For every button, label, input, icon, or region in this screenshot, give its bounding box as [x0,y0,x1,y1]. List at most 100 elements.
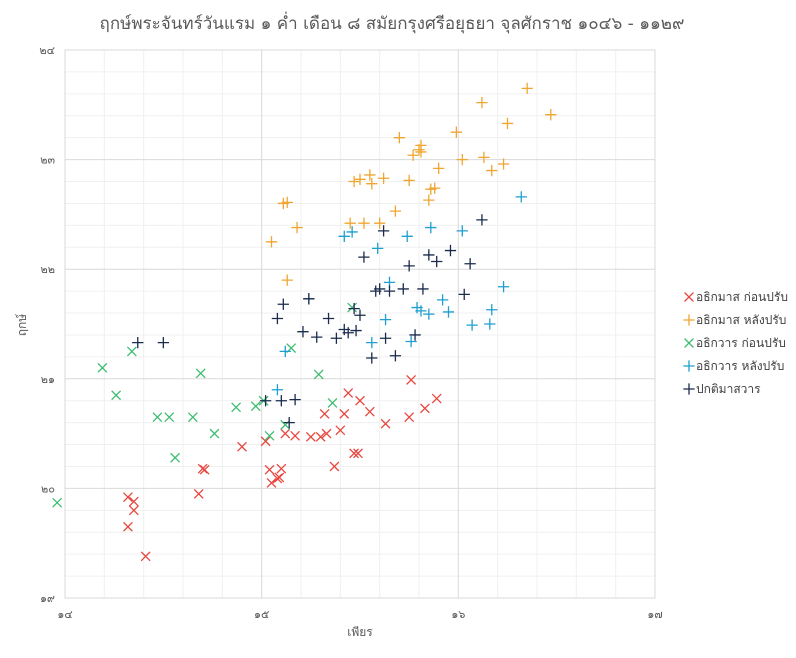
data-point [265,236,278,248]
data-point [403,174,415,187]
data-point [348,303,360,315]
data-point [377,225,390,237]
data-point [140,551,151,562]
data-point [358,251,370,263]
data-point [97,362,108,373]
data-point [497,281,510,293]
x-tick-label: ๑๗ [647,608,662,621]
data-point [271,312,284,325]
data-point [501,117,514,130]
data-point [330,332,343,344]
data-point [123,521,133,532]
data-point [305,431,316,442]
legend-marker [684,338,694,348]
legend-label: อธิกวาร ก่อนปรับ [696,336,786,350]
data-point [193,488,204,499]
data-point [401,230,413,242]
y-axis-label: ฤกษ์ [15,313,29,336]
data-point [423,249,435,261]
data-point [303,293,315,305]
data-point [279,345,291,358]
data-point [458,288,470,301]
data-point [52,497,63,508]
data-point [364,406,375,417]
legend-label: ปกติมาสวาร [696,382,761,396]
data-point [250,401,261,412]
legend-marker [683,383,695,395]
data-point [128,505,139,516]
data-point [466,319,478,331]
data-point [409,329,421,341]
y-tick-label: ๒๔ [39,44,55,57]
data-point [346,226,358,238]
data-point [335,425,346,436]
series-3 [52,302,358,508]
data-point [350,324,362,337]
data-point [478,151,490,164]
data-point [366,336,378,349]
data-point [389,205,402,217]
data-point [436,294,449,306]
data-point [164,412,175,423]
data-point [321,428,332,439]
data-point [354,309,366,321]
data-point [329,461,340,472]
data-point [291,221,303,234]
data-point [290,430,301,441]
legend-item[interactable]: ปกติมาสวาร [683,382,761,396]
x-tick-label: ๑๔ [57,608,72,621]
data-point [380,418,391,429]
data-point [343,388,354,398]
data-point [123,492,133,503]
legend-item[interactable]: อธิกวาร หลังปรับ [683,359,784,373]
data-point [157,336,169,349]
data-point [313,369,324,380]
data-point [277,298,289,310]
x-tick-label: ๑๖ [451,608,465,621]
data-point [327,397,338,408]
data-point [128,496,139,507]
data-point [423,194,435,206]
legend[interactable]: อธิกมาส ก่อนปรับอธิกมาส หลังปรับอธิกวาร … [683,290,788,396]
data-point [264,464,275,475]
data-point [419,403,430,414]
y-tick-label: ๒๓ [40,154,55,167]
data-point [283,416,295,429]
y-tick-label: ๑๙ [40,592,55,605]
data-point [260,436,271,447]
x-tick-label: ๑๕ [254,608,269,621]
data-point [344,217,356,229]
legend-marker [684,292,694,302]
data-point [111,390,122,401]
data-point [281,274,293,286]
data-point [126,346,137,357]
data-point [545,109,557,121]
y-tick-label: ๒๒ [40,263,55,276]
data-point [280,428,291,439]
data-point [348,175,360,188]
data-point [132,336,144,349]
data-point [199,464,210,475]
data-point [433,162,445,175]
data-point [195,368,206,379]
legend-label: อธิกมาส ก่อนปรับ [696,290,788,304]
y-tick-label: ๒๐ [41,482,55,495]
data-point [379,332,392,344]
data-point [515,191,527,203]
y-axis-ticks: ๑๙ ๒๐ ๒๑ ๒๒ ๒๓ ๒๔ [39,44,55,605]
data-point [417,283,429,295]
legend-item[interactable]: อธิกมาส ก่อนปรับ [684,290,788,304]
data-point [152,412,163,423]
data-point [275,395,287,407]
x-axis-ticks: ๑๔ ๑๕ ๑๖ ๑๗ [57,608,662,621]
minor-gridlines [65,50,655,598]
chart-title: ฤกษ์พระจันทร์วันแรม ๑ ค่ำ เดือน ๘ สมัยกร… [100,11,685,34]
legend-item[interactable]: อธิกมาส หลังปรับ [683,313,786,327]
data-point [442,306,455,318]
data-points [52,82,557,562]
data-point [521,82,533,95]
data-point [476,96,488,109]
legend-item[interactable]: อธิกวาร ก่อนปรับ [684,336,786,350]
